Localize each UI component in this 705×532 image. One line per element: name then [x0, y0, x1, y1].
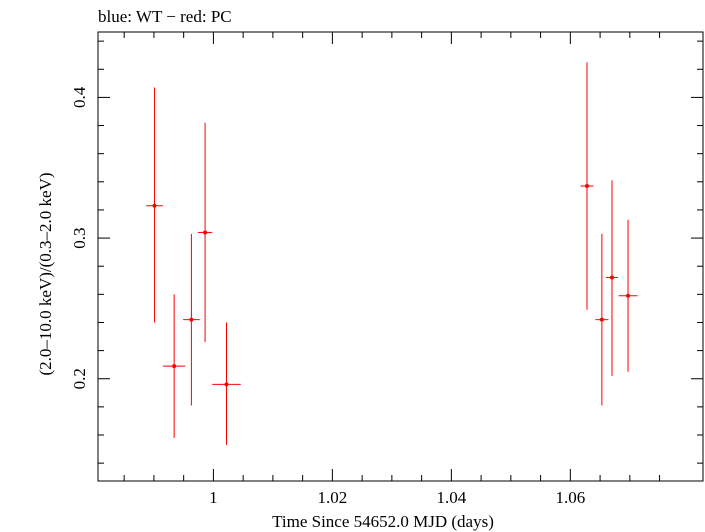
plot-frame — [97, 31, 704, 482]
point-marker — [152, 203, 157, 208]
y-axis-ticks: 0.2 0.3 0.4 — [70, 40, 703, 464]
y-tick-label: 0.4 — [70, 86, 89, 108]
x-tick-label: 1.06 — [555, 488, 585, 507]
x-tick-label: 1.04 — [436, 488, 466, 507]
chart-title: blue: WT − red: PC — [98, 7, 232, 26]
point-marker — [203, 230, 208, 235]
point-marker — [189, 317, 194, 322]
data-point — [183, 233, 200, 406]
x-axis-ticks: 1 1.02 1.04 1.06 — [123, 32, 661, 507]
data-point — [606, 180, 618, 376]
point-marker — [626, 293, 631, 298]
y-axis-label: (2.0–10.0 keV)/(0.3–2.0 keV) — [36, 172, 55, 375]
point-marker — [609, 275, 614, 280]
point-marker — [224, 382, 229, 387]
data-point — [212, 322, 241, 445]
x-axis-label: Time Since 54652.0 MJD (days) — [272, 512, 494, 531]
point-marker — [584, 184, 589, 189]
data-point — [580, 62, 594, 310]
data-point — [162, 294, 186, 438]
point-marker — [172, 364, 177, 369]
x-tick-label: 1.02 — [318, 488, 348, 507]
point-marker — [599, 317, 604, 322]
data-point — [595, 233, 609, 406]
data-point — [197, 122, 213, 343]
data-points — [146, 62, 638, 445]
y-tick-label: 0.2 — [70, 368, 89, 389]
data-point — [146, 87, 163, 323]
y-tick-label: 0.3 — [70, 227, 89, 248]
x-tick-label: 1 — [209, 488, 218, 507]
data-point — [618, 219, 638, 372]
